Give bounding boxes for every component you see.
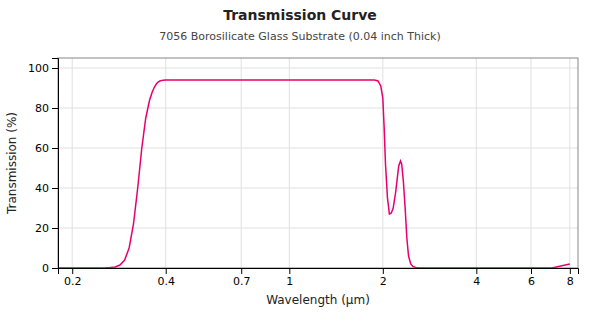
y-tick-label: 20: [35, 222, 49, 235]
x-tick-mark: [166, 268, 167, 274]
x-tick-mark: [476, 268, 477, 274]
title: Transmission Curve: [223, 7, 377, 23]
x-tick-mark: [241, 268, 242, 274]
y-axis-label: Transmission (%): [5, 112, 19, 215]
y-tick: 60: [35, 142, 58, 155]
x-tick: 0.2: [64, 268, 82, 288]
data-marks: [58, 80, 570, 268]
y-tick-label: 100: [28, 62, 49, 75]
x-grid-line: [569, 58, 570, 268]
x-tick: 0.4: [157, 268, 175, 288]
plot-frame: [58, 58, 578, 268]
y-grid-line: [58, 108, 578, 109]
x-tick-mark: [383, 268, 384, 274]
chart: Transmission Curve 7056 Borosilicate Glas…: [0, 0, 600, 312]
x-axis-line: [59, 269, 579, 275]
x-tick-label: 1: [286, 275, 293, 288]
y-tick-label: 80: [35, 102, 49, 115]
x-grid-line: [241, 58, 242, 268]
y-tick-mark: [52, 68, 58, 69]
y-axis: 0 20 40 60 80 100: [28, 59, 59, 276]
x-tick-mark: [531, 268, 532, 274]
y-grid-line: [58, 68, 578, 69]
y-tick-mark: [52, 228, 58, 229]
plot-area: 0.20.40.712468020406080100: [28, 58, 579, 288]
x-tick-mark: [72, 268, 73, 274]
x-grid-line: [289, 58, 290, 268]
y-tick-label: 40: [35, 182, 49, 195]
y-tick: 80: [35, 102, 58, 115]
y-tick-mark: [52, 148, 58, 149]
x-tick-label: 0.2: [64, 275, 82, 288]
x-axis: 0.2 0.4 0.7 1 2 4 6 8: [59, 268, 579, 288]
x-axis-label: Wavelength (μm): [266, 293, 370, 307]
x-tick-label: 0.7: [233, 275, 251, 288]
x-grid-line: [72, 58, 73, 268]
y-tick: 20: [35, 222, 58, 235]
x-grid-line: [476, 58, 477, 268]
y-tick-mark: [52, 108, 58, 109]
x-tick-mark: [570, 268, 571, 274]
y-grid-line: [58, 188, 578, 189]
y-tick-label: 0: [42, 262, 49, 275]
x-grid-line: [165, 58, 166, 268]
transmission-line: [58, 80, 570, 268]
y-tick: 40: [35, 182, 58, 195]
x-tick: 8: [567, 268, 574, 288]
x-tick-label: 6: [528, 275, 535, 288]
x-tick: 0.7: [233, 268, 251, 288]
x-tick-label: 8: [567, 275, 574, 288]
x-tick: 1: [286, 268, 293, 288]
x-grid-line: [382, 58, 383, 268]
y-tick: 100: [28, 62, 58, 75]
x-tick-label: 4: [473, 275, 480, 288]
x-tick: 4: [473, 268, 480, 288]
y-tick-mark: [52, 188, 58, 189]
subtitle: 7056 Borosilicate Glass Substrate (0.04 …: [159, 30, 440, 43]
y-tick-label: 60: [35, 142, 49, 155]
x-grid-line: [531, 58, 532, 268]
y-axis-line: [52, 59, 59, 269]
y-grid-line: [58, 228, 578, 229]
y-tick: 0: [42, 262, 58, 275]
x-tick: 6: [528, 268, 535, 288]
x-tick-label: 0.4: [157, 275, 175, 288]
x-tick-mark: [289, 268, 290, 274]
x-tick: 2: [380, 268, 387, 288]
y-tick-mark: [52, 268, 58, 269]
grid: [58, 58, 578, 268]
x-tick-label: 2: [380, 275, 387, 288]
y-grid-line: [58, 148, 578, 149]
